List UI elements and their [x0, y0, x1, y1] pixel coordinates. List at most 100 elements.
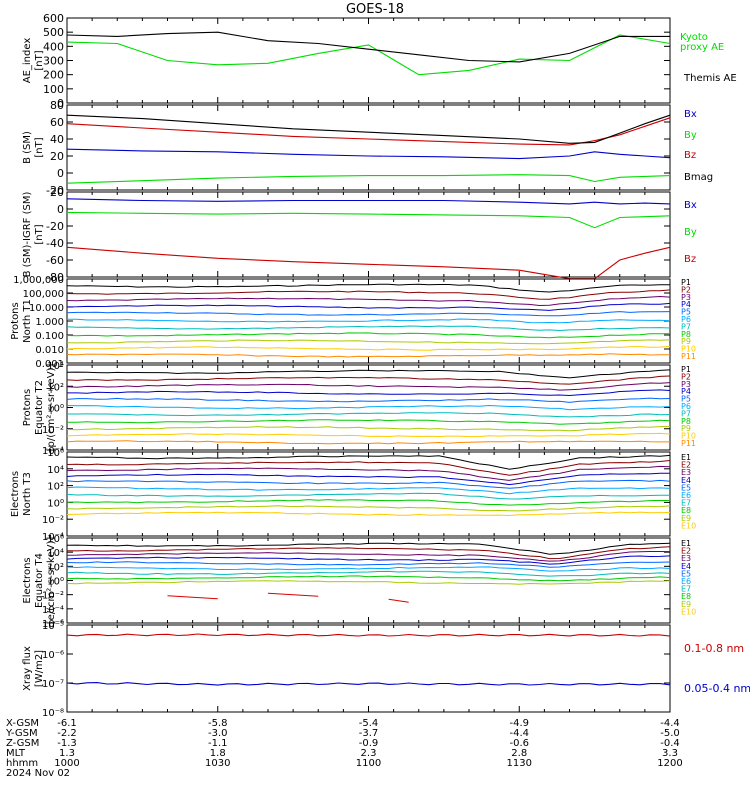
- y-tick-label: 10⁰: [47, 577, 64, 588]
- ephem-z-gsm: -1.1: [208, 738, 228, 749]
- legend-e10: E10: [681, 521, 696, 530]
- y-tick-label: 10⁰: [47, 498, 64, 509]
- panel-b_minus_igrf: -80 -60 -40 -20 0 20 B (SM)-IGRF (SM)[nT] Bx By B…: [22, 186, 697, 284]
- y-tick-label: 400: [43, 40, 64, 53]
- legend-xray-long: 0.1-0.8 nm: [684, 642, 744, 655]
- y-tick-label: 10⁻⁶: [42, 650, 64, 661]
- series-line-bx: [66, 198, 671, 205]
- y-tick-label: -40: [46, 237, 64, 250]
- ephem-mlt: 2.8: [511, 748, 527, 759]
- y-tick-label: 1.000: [35, 317, 64, 328]
- legend-p5: P5: [681, 395, 691, 404]
- legend-p5: P5: [681, 308, 691, 317]
- y-tick-label: 20: [50, 150, 64, 163]
- legend-themis-ae: Themis AE: [683, 73, 737, 84]
- y-axis-label: B (SM)-IGRF (SM)[nT]: [22, 192, 45, 278]
- ephem-hhmm: 1030: [205, 758, 230, 769]
- channel-line-10: [66, 511, 671, 517]
- legend-bz: Bz: [684, 254, 696, 265]
- channel-line-8: [66, 332, 671, 339]
- channel-line-6: [66, 566, 671, 572]
- legend-by: By: [684, 227, 697, 238]
- y-axis-label-line: North T3: [22, 472, 33, 516]
- y-tick-label: 10.000: [29, 303, 64, 314]
- legend-e7: E7: [681, 585, 691, 594]
- legend-e1: E1: [681, 539, 691, 548]
- legend-p1: P1: [681, 365, 691, 374]
- legend-xray-short: 0.05-0.4 nm: [684, 682, 750, 695]
- y-tick-label: 10⁶: [47, 448, 64, 459]
- legend-p8: P8: [681, 417, 691, 426]
- channel-line-4: [66, 555, 671, 565]
- ephem-x-gsm: -5.4: [359, 718, 379, 729]
- legend-e6: E6: [681, 577, 691, 586]
- series-line-bx: [66, 148, 671, 160]
- y-tick-label: 10⁻⁸: [42, 708, 64, 719]
- y-axis-label-line: Protons: [22, 389, 33, 426]
- panels: 0100200300400500600AE_index[nT]Kyotoprox…: [10, 12, 750, 719]
- y-axis-label-line: Electrons: [10, 471, 21, 517]
- panel-b_sm: -20 0 20 40 60 80 B (SM)[nT] Bx By Bz Bmag: [22, 99, 713, 197]
- y-tick-label: 0.001: [35, 359, 64, 370]
- legend-e2: E2: [681, 547, 691, 556]
- y-tick-label: 1,000,000: [13, 275, 64, 286]
- channel-line-9: [66, 580, 671, 585]
- y-tick-label: 500: [43, 26, 64, 39]
- legend-p10: P10: [681, 432, 696, 441]
- channel-line-9: [66, 426, 671, 432]
- y-tick-label: 10²: [47, 382, 64, 393]
- legend-e7: E7: [681, 499, 691, 508]
- channel-e10-fragment: [388, 598, 409, 603]
- ephem-x-gsm: -4.9: [509, 718, 529, 729]
- legend-e8: E8: [681, 592, 691, 601]
- channel-line-3: [66, 295, 671, 307]
- panel-electrons_equator_t4: 10⁻⁶10⁻⁴10⁻²10⁰10²10⁴10⁶ElectronsEquator…: [22, 534, 696, 630]
- channel-e10-fragment: [267, 592, 319, 597]
- legend-p10: P10: [681, 345, 696, 354]
- channel-line-1: [66, 283, 670, 293]
- panel-xray_flux: 10⁻⁸ 10⁻⁷ 10⁻⁶ 10⁻⁵ Xray flux[W/m2] 0.1-0.8 n…: [22, 621, 750, 719]
- ephem-row-label: MLT: [6, 748, 26, 759]
- y-tick-label: 10⁻⁵: [42, 621, 64, 632]
- channel-line-6: [66, 404, 671, 411]
- channel-line-7: [67, 412, 671, 418]
- legend-p7: P7: [681, 409, 691, 418]
- ephem-row-label: 2024 Nov 02: [6, 768, 70, 779]
- legend-by: By: [684, 130, 697, 141]
- channel-line-7: [66, 570, 671, 577]
- ephem-y-gsm: -3.7: [359, 728, 379, 739]
- channel-line-5: [66, 479, 671, 489]
- legend-kyoto: Kyoto: [680, 32, 708, 43]
- legend-p4: P4: [681, 300, 691, 309]
- y-tick-label: 10⁻⁴: [42, 446, 64, 457]
- channel-line-8: [66, 499, 671, 506]
- y-tick-label: 10⁴: [47, 361, 64, 372]
- panel-frame: [66, 17, 671, 104]
- y-tick-label: 10⁻⁷: [42, 679, 64, 690]
- y-axis-label: ElectronsEquator T4[e/(cm²-s-sr-keV)]: [22, 537, 57, 625]
- channel-line-1: [66, 454, 671, 470]
- channel-line-10: [66, 432, 671, 438]
- y-tick-label: -20: [46, 220, 64, 233]
- y-tick-label: 10⁻²: [42, 425, 64, 436]
- channel-line-9: [66, 505, 671, 512]
- series-line-bmag: [66, 114, 671, 144]
- legend-e1: E1: [681, 453, 691, 462]
- ephem-mlt: 2.3: [361, 748, 377, 759]
- legend-e3: E3: [681, 468, 691, 477]
- panel-protons_north_t1: 0.001 0.010 0.100 1.000 10.000 100,000 1,000,0…: [10, 275, 696, 370]
- channel-line-8: [67, 419, 671, 425]
- y-axis-label: Xray flux[W/m2]: [22, 646, 45, 691]
- channel-line-7: [66, 492, 671, 500]
- series-line-by: [66, 174, 671, 184]
- ephem-y-gsm: -2.2: [57, 728, 77, 739]
- channel-line-3: [66, 382, 671, 391]
- y-tick-label: 10⁰: [47, 404, 64, 415]
- ephem-z-gsm: -0.4: [660, 738, 680, 749]
- legend-e4: E4: [681, 476, 691, 485]
- y-axis-label-line: [nT]: [34, 224, 45, 244]
- legend-e6: E6: [681, 491, 691, 500]
- legend-p9: P9: [681, 337, 691, 346]
